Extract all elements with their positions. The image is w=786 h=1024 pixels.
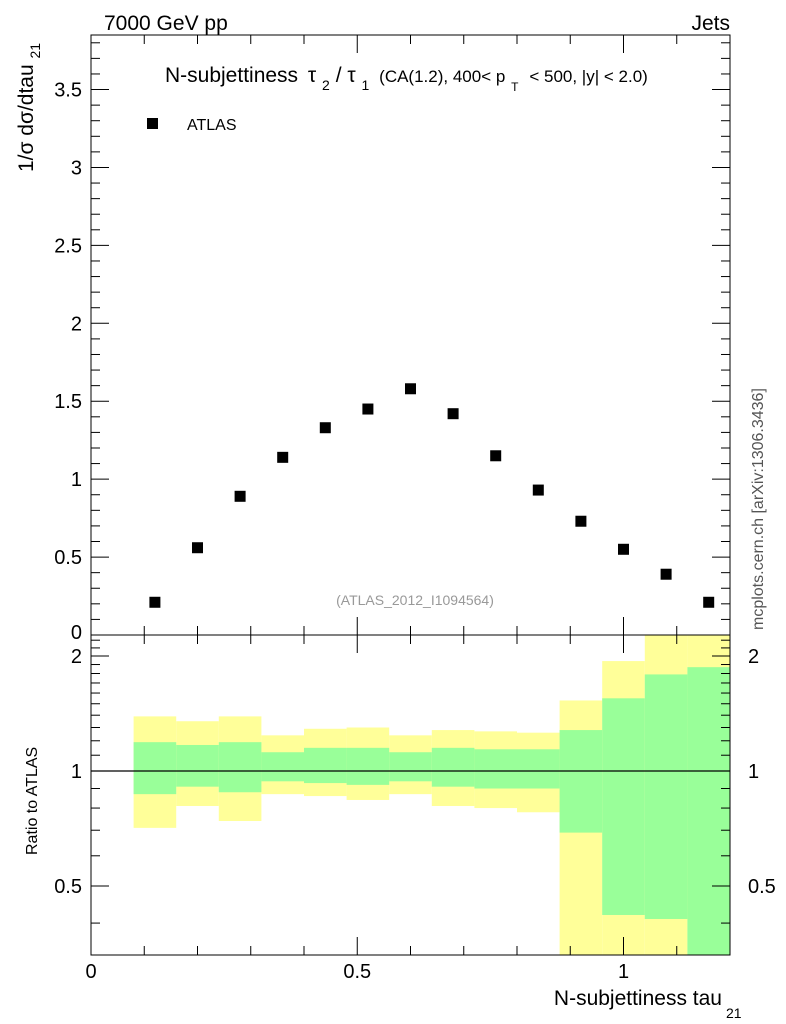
title-cond-sub: T: [511, 80, 519, 94]
ratio-y-tick-label: 2: [71, 646, 82, 668]
y-tick-label: 0.5: [54, 547, 82, 569]
ratio-band-bin: [218, 742, 262, 793]
x-axis-label: N-subjettiness tau: [554, 987, 722, 1010]
ratio-y-axis-label: Ratio to ATLAS: [24, 747, 41, 855]
ratio-band-bin: [602, 698, 645, 915]
title-cond1: (CA(1.2), 400< p: [379, 67, 505, 86]
data-point: [618, 543, 629, 555]
main-title: N-subjettiness τ 2 / τ 1 (CA(1.2), 400< …: [165, 64, 648, 96]
title-slash: /: [336, 64, 342, 87]
title-cond2: < 500, |y| < 2.0): [529, 67, 647, 86]
ratio-band-bin: [133, 742, 177, 795]
y-tick-label: 2.5: [54, 235, 82, 257]
x-axis-label-text: N-subjettiness tau: [554, 987, 722, 1010]
x-tick-label: 1: [618, 961, 629, 983]
ratio-band-bin: [644, 674, 688, 919]
legend-marker: [147, 118, 158, 129]
main-y-tick-labels: 0 0.5 1 1.5 2 2.5 3 3.5: [54, 80, 82, 644]
data-point: [234, 490, 246, 502]
title-tau1-sub: 1: [362, 77, 370, 93]
main-y-axis-label-text: 1/σ dσ/dtau: [15, 64, 38, 172]
y-tick-label: 1.5: [54, 391, 82, 413]
data-point: [192, 542, 203, 554]
x-axis-label-sub: 21: [726, 1005, 742, 1021]
title-tau1: τ: [347, 64, 356, 87]
ratio-y-tick-label-right: 0.5: [748, 876, 776, 898]
legend-label: ATLAS: [187, 117, 237, 134]
ratio-bands: [133, 635, 730, 955]
ratio-y-tick-label: 0.5: [54, 876, 82, 898]
ratio-band-bin: [261, 752, 304, 782]
ratio-y-tick-label-right: 1: [748, 761, 759, 783]
title-tau2-sub: 2: [322, 77, 330, 93]
ratio-band-bin: [304, 747, 347, 784]
x-tick-labels: 0 0.5 1: [85, 961, 629, 983]
y-tick-label: 3.5: [54, 80, 82, 102]
side-label: mcplots.cern.ch [arXiv:1306.3436]: [750, 388, 767, 630]
ratio-band-bin: [474, 749, 517, 789]
data-point: [277, 451, 289, 463]
main-ticks: [90, 35, 731, 636]
data-point: [532, 484, 544, 496]
data-point: [447, 408, 459, 420]
ratio-band-bin: [346, 747, 390, 785]
ratio-band-bin: [176, 744, 219, 787]
energy-label: 7000 GeV pp: [104, 12, 228, 35]
main-y-axis-label-sub: 21: [27, 43, 43, 59]
ratio-ticks: [90, 635, 731, 955]
y-tick-label: 0: [71, 622, 82, 644]
y-tick-label: 2: [71, 313, 82, 335]
process-label: Jets: [691, 12, 730, 35]
ratio-y-tick-label-right: 2: [748, 646, 759, 668]
title-main: N-subjettiness: [165, 64, 298, 87]
data-point: [362, 403, 374, 415]
data-point: [319, 422, 331, 434]
ratio-y-tick-labels: 0.5 0.5 1 1 2 2: [54, 646, 776, 898]
main-panel: 0 0.5 1 1.5 2 2.5 3 3.5 N-subjettiness τ 2 / τ …: [15, 34, 731, 644]
ratio-panel: 0.5 0.51 12 2 0 0.5 1 Ratio to ATLAS N-subjet…: [24, 634, 776, 1021]
ratio-y-tick-label: 1: [71, 761, 82, 783]
y-tick-label: 1: [71, 469, 82, 491]
ratio-band-bin: [517, 749, 560, 789]
watermark: (ATLAS_2012_I1094564): [336, 592, 494, 608]
x-tick-label: 0.5: [343, 961, 371, 983]
data-point: [703, 596, 715, 608]
ratio-band-bin: [431, 747, 475, 787]
data-point: [405, 383, 416, 395]
data-point: [490, 450, 502, 462]
data-point: [660, 568, 672, 580]
main-data-points: [149, 383, 715, 608]
title-tau2: τ: [308, 64, 317, 87]
data-point: [149, 596, 161, 608]
data-point: [575, 515, 587, 527]
ratio-band-bin: [559, 730, 603, 833]
ratio-band-bin: [687, 667, 730, 955]
main-y-axis-label: 1/σ dσ/dtau 21: [15, 43, 43, 172]
y-tick-label: 3: [71, 157, 82, 179]
ratio-band-bin: [389, 752, 432, 782]
x-tick-label: 0: [85, 961, 96, 983]
